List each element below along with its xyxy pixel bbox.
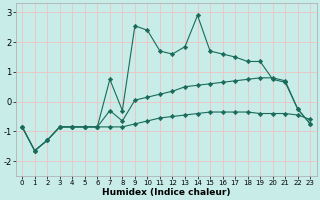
X-axis label: Humidex (Indice chaleur): Humidex (Indice chaleur) <box>102 188 230 197</box>
